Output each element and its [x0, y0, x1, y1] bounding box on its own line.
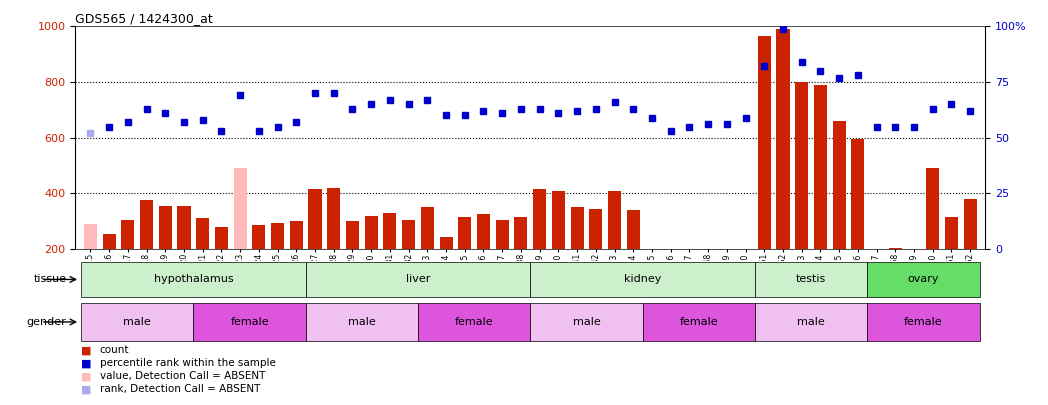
Bar [234, 168, 246, 249]
Bar [627, 210, 639, 249]
Bar [289, 221, 303, 249]
Bar [194, 303, 306, 341]
Text: kidney: kidney [624, 275, 661, 284]
Bar [963, 199, 977, 249]
Bar [945, 217, 958, 249]
Bar [122, 220, 134, 249]
Bar [346, 221, 359, 249]
Bar [589, 209, 603, 249]
Bar [755, 262, 867, 297]
Text: female: female [231, 317, 269, 327]
Bar [530, 262, 755, 297]
Bar [81, 262, 306, 297]
Bar [496, 220, 508, 249]
Bar [418, 303, 530, 341]
Bar [867, 303, 980, 341]
Bar [814, 85, 827, 249]
Bar [103, 234, 115, 249]
Text: male: male [572, 317, 601, 327]
Text: ■: ■ [81, 345, 91, 355]
Bar [530, 303, 642, 341]
Bar [832, 121, 846, 249]
Bar [253, 226, 265, 249]
Bar [402, 220, 415, 249]
Bar [870, 249, 883, 256]
Bar [646, 249, 658, 253]
Text: liver: liver [406, 275, 430, 284]
Text: male: male [348, 317, 375, 327]
Text: count: count [100, 345, 129, 355]
Bar [758, 36, 771, 249]
Bar [642, 303, 755, 341]
Text: gender: gender [26, 317, 66, 327]
Bar [81, 303, 194, 341]
Bar [533, 189, 546, 249]
Bar [515, 217, 527, 249]
Bar [851, 139, 865, 249]
Text: hypothalamus: hypothalamus [154, 275, 234, 284]
Bar [308, 189, 322, 249]
Text: rank, Detection Call = ABSENT: rank, Detection Call = ABSENT [100, 384, 260, 394]
Bar [867, 262, 980, 297]
Bar [177, 206, 191, 249]
Bar [908, 249, 920, 250]
Bar [720, 249, 734, 250]
Text: female: female [455, 317, 494, 327]
Text: ovary: ovary [908, 275, 939, 284]
Bar [306, 262, 530, 297]
Bar [701, 249, 715, 259]
Bar [552, 191, 565, 249]
Bar [196, 218, 210, 249]
Text: value, Detection Call = ABSENT: value, Detection Call = ABSENT [100, 371, 265, 381]
Text: ■: ■ [81, 371, 91, 381]
Bar [327, 188, 341, 249]
Bar [421, 207, 434, 249]
Text: male: male [798, 317, 825, 327]
Bar [755, 303, 867, 341]
Bar [271, 223, 284, 249]
Text: percentile rank within the sample: percentile rank within the sample [100, 358, 276, 368]
Text: testis: testis [795, 275, 826, 284]
Bar [889, 248, 902, 249]
Bar [215, 227, 228, 249]
Bar [458, 217, 472, 249]
Bar [306, 303, 418, 341]
Bar [140, 200, 153, 249]
Bar [477, 214, 490, 249]
Bar [683, 249, 696, 255]
Bar [158, 206, 172, 249]
Bar [926, 168, 939, 249]
Text: female: female [679, 317, 718, 327]
Text: ■: ■ [81, 384, 91, 394]
Bar [795, 82, 808, 249]
Bar [384, 213, 396, 249]
Text: female: female [904, 317, 942, 327]
Text: male: male [124, 317, 151, 327]
Bar [439, 237, 453, 249]
Bar [777, 29, 789, 249]
Bar [739, 249, 752, 258]
Text: ■: ■ [81, 358, 91, 368]
Bar [608, 191, 621, 249]
Bar [84, 224, 97, 249]
Text: tissue: tissue [34, 275, 66, 284]
Bar [365, 215, 377, 249]
Bar [570, 207, 584, 249]
Text: GDS565 / 1424300_at: GDS565 / 1424300_at [75, 12, 213, 25]
